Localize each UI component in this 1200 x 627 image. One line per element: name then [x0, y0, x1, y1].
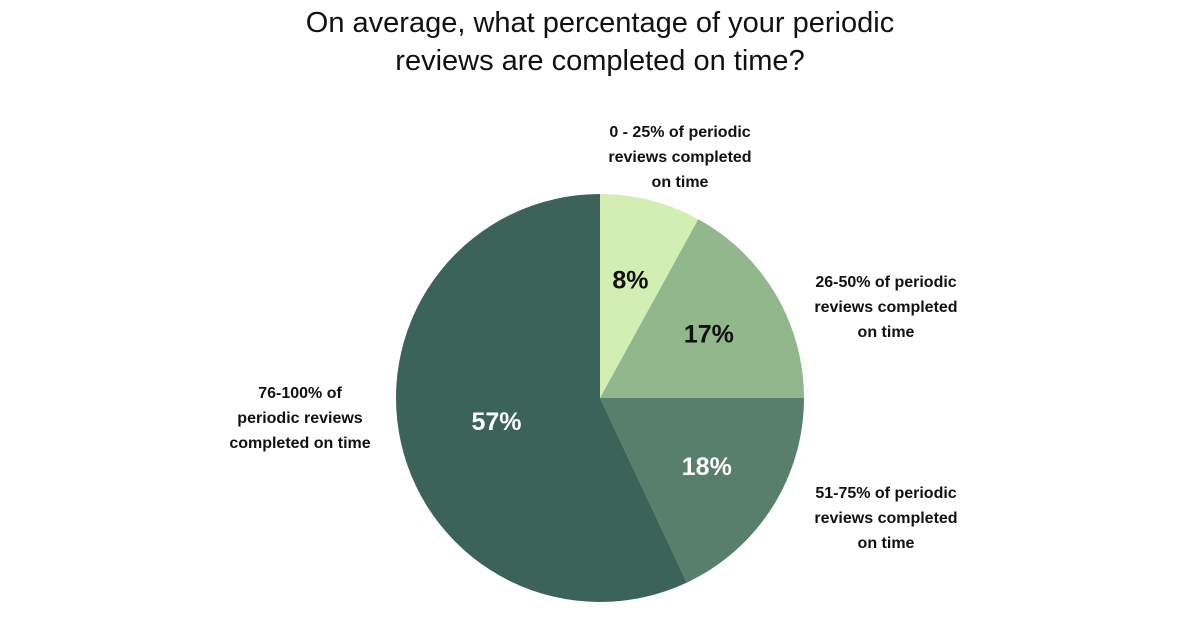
data-label: 18%: [682, 453, 732, 481]
category-label-0-25: 0 - 25% of periodic reviews completed on…: [608, 124, 752, 191]
pie-slice: [395, 194, 687, 602]
pie-slice: [600, 219, 804, 398]
data-label: 57%: [471, 408, 521, 436]
pie-slice: [600, 398, 804, 583]
data-label: 8%: [612, 266, 648, 294]
category-label-76-100: 76-100% of periodic reviews completed on…: [229, 385, 371, 452]
chart-title: On average, what percentage of your peri…: [305, 7, 895, 77]
category-label-26-50: 26-50% of periodic reviews completed on …: [814, 274, 958, 341]
pie-slice: [600, 194, 699, 398]
data-label: 17%: [684, 321, 734, 349]
category-label-51-75: 51-75% of periodic reviews completed on …: [814, 485, 958, 552]
